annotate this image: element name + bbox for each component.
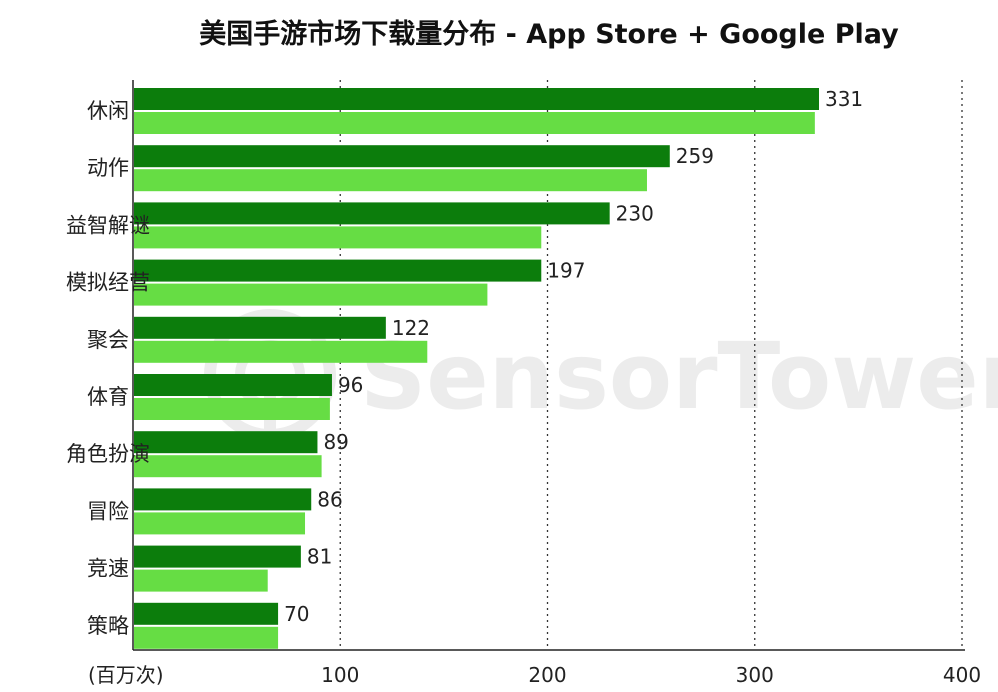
category-label-3: 模拟经营 — [66, 271, 150, 295]
x-tick-label-400: 400 — [943, 663, 981, 687]
x-tick-label-200: 200 — [528, 663, 566, 687]
unit-label: (百万次) — [88, 663, 164, 687]
watermark-text: SensorTower — [360, 323, 998, 430]
category-label-4: 聚会 — [87, 328, 129, 352]
x-tick-label-300: 300 — [736, 663, 774, 687]
data-label-0: 331 — [825, 87, 863, 111]
bar-1-4 — [134, 316, 386, 339]
data-label-3: 197 — [547, 259, 585, 283]
bar-1-9 — [134, 602, 279, 625]
data-label-4: 122 — [392, 316, 430, 340]
bar-2-1 — [134, 169, 647, 192]
data-label-6: 89 — [323, 430, 348, 454]
category-label-0: 休闲 — [87, 99, 129, 123]
data-label-5: 96 — [338, 373, 363, 397]
category-label-7: 冒险 — [87, 499, 129, 523]
category-label-5: 体育 — [87, 385, 129, 409]
category-label-1: 动作 — [87, 156, 129, 180]
bar-1-5 — [134, 374, 332, 396]
bar-1-6 — [134, 431, 318, 454]
data-label-1: 259 — [676, 144, 714, 168]
data-label-9: 70 — [284, 602, 309, 626]
bar-1-2 — [134, 202, 610, 225]
data-label-2: 230 — [616, 201, 654, 225]
category-label-2: 益智解谜 — [66, 213, 150, 237]
x-tick-label-100: 100 — [321, 663, 359, 687]
bar-2-4 — [134, 340, 428, 363]
category-label-6: 角色扮演 — [66, 442, 150, 466]
bar-2-7 — [134, 512, 306, 535]
grid-lines — [339, 80, 963, 650]
data-label-8: 81 — [307, 545, 332, 569]
data-label-7: 86 — [317, 487, 342, 511]
bar-2-3 — [134, 283, 488, 306]
x-tick-labels: 100 200 300 400 — [321, 663, 981, 687]
bar-1-0 — [134, 88, 819, 110]
category-label-8: 竞速 — [87, 557, 129, 581]
bar-2-2 — [134, 226, 542, 249]
bar-1-1 — [134, 145, 670, 168]
bar-1-8 — [134, 545, 301, 568]
bar-2-6 — [134, 455, 322, 478]
bar-2-8 — [134, 569, 268, 592]
watermark: SensorTower — [204, 309, 998, 441]
chart-title: 美国手游市场下载量分布 - App Store + Google Play — [199, 18, 899, 50]
bar-1-7 — [134, 488, 312, 511]
category-label-9: 策略 — [87, 614, 129, 638]
bar-2-0 — [134, 112, 815, 134]
bars: 331 259 230 197 122 96 89 86 81 70 — [134, 87, 863, 649]
bar-2-5 — [134, 398, 330, 420]
bar-2-9 — [134, 626, 279, 649]
bar-1-3 — [134, 259, 542, 282]
